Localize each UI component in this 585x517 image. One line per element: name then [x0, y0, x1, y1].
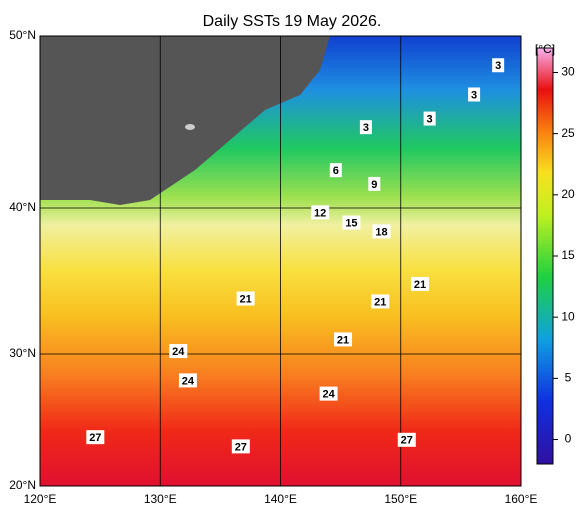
contour-label: 21	[414, 279, 426, 291]
colorbar-tick-label: 20	[561, 187, 575, 201]
contour-label: 27	[89, 432, 101, 444]
colorbar-unit: [°C]	[535, 42, 555, 56]
contour-label-box	[329, 163, 342, 178]
contour-label: 24	[172, 346, 185, 358]
lat-label: 30°N	[9, 346, 36, 360]
lat-label: 50°N	[9, 28, 36, 42]
contour-label: 21	[374, 296, 386, 308]
contour-label: 24	[322, 389, 335, 401]
lon-label: 130°E	[144, 492, 177, 506]
contour-label-box	[178, 373, 197, 388]
contour-label-box	[410, 276, 429, 291]
colorbar-tick-label: 0	[565, 432, 572, 446]
colorbar-tick-label: 15	[561, 248, 575, 262]
lake	[185, 124, 195, 130]
contour-label-box	[397, 432, 416, 447]
colorbar	[536, 47, 554, 465]
contour-label-box	[468, 87, 481, 102]
lon-label: 150°E	[384, 492, 417, 506]
colorbar-tick-label: 25	[561, 126, 575, 140]
contour-label: 21	[337, 334, 349, 346]
colorbar-tick-label: 10	[561, 309, 575, 323]
contour-label-box	[311, 205, 330, 220]
contour-label-box	[86, 430, 105, 445]
contour-label-box	[169, 344, 188, 359]
colorbar-tick-label: 30	[561, 65, 575, 79]
contour-label-box	[231, 439, 250, 454]
contour-label: 6	[333, 165, 339, 177]
contour-label-box	[368, 176, 381, 191]
contour-label: 15	[345, 218, 357, 230]
contour-label-box	[492, 58, 505, 73]
lat-label: 20°N	[9, 478, 36, 492]
contour-label: 18	[375, 226, 387, 238]
contour-label-box	[342, 215, 361, 230]
contour-label: 3	[495, 60, 501, 72]
contour-label: 27	[235, 441, 247, 453]
contour-label-box	[334, 332, 353, 347]
contour-label-box	[423, 111, 436, 126]
contour-label-box	[371, 294, 390, 309]
colorbar-tick-label: 5	[565, 371, 572, 385]
lon-label: 160°E	[505, 492, 538, 506]
contour-label-box	[236, 291, 255, 306]
contour-label: 3	[471, 89, 477, 101]
contour-label: 9	[371, 179, 377, 191]
contour-label: 21	[240, 293, 252, 305]
lat-label: 40°N	[9, 200, 36, 214]
contour-label: 27	[401, 435, 413, 447]
contour-label: 3	[427, 113, 433, 125]
land	[40, 36, 330, 205]
contour-label-box	[359, 120, 372, 135]
lon-label: 140°E	[264, 492, 297, 506]
lon-label: 120°E	[24, 492, 57, 506]
contour-label: 12	[314, 207, 326, 219]
contour-label-box	[319, 386, 338, 401]
contour-label: 24	[182, 375, 195, 387]
title: Daily SSTs 19 May 2026.	[203, 13, 382, 30]
contour-label: 3	[363, 122, 369, 134]
contour-label-box	[372, 224, 391, 239]
